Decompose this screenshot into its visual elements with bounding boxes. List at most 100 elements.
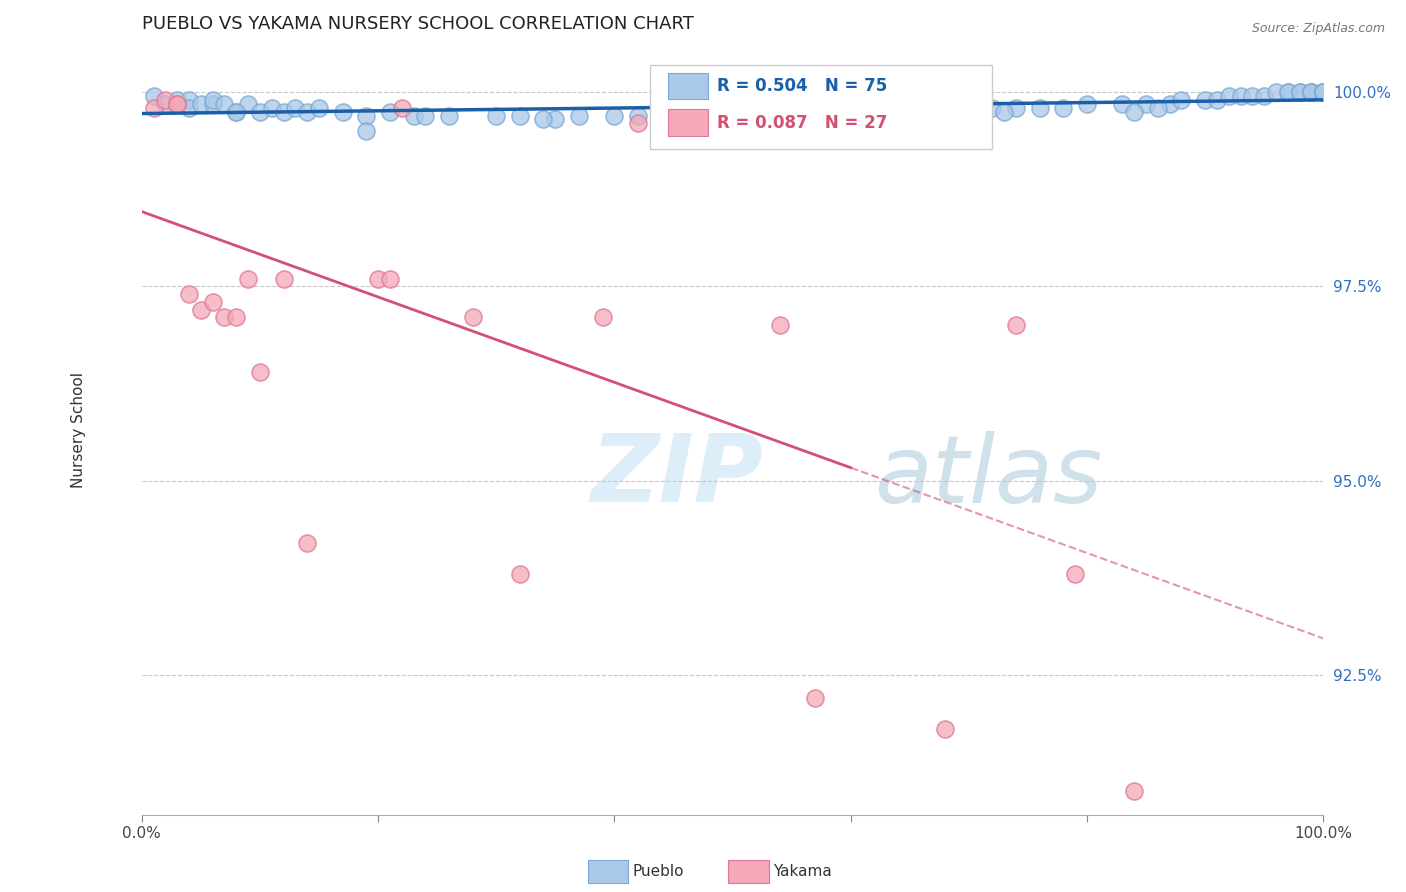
Point — [1147, 101, 1170, 115]
Point — [509, 109, 531, 123]
Point — [1052, 101, 1074, 115]
Point — [308, 101, 330, 115]
Point — [1301, 85, 1323, 99]
Point — [1277, 85, 1299, 99]
Point — [1218, 89, 1240, 103]
Point — [332, 104, 354, 119]
Text: Yakama: Yakama — [773, 864, 832, 879]
Point — [1111, 96, 1133, 111]
Point — [378, 271, 401, 285]
Point — [509, 566, 531, 581]
Text: Source: ZipAtlas.com: Source: ZipAtlas.com — [1251, 22, 1385, 36]
Point — [769, 109, 792, 123]
Point — [155, 96, 177, 111]
Point — [225, 310, 247, 325]
Point — [592, 310, 614, 325]
Point — [662, 109, 685, 123]
Point — [177, 287, 200, 301]
Text: R = 0.087   N = 27: R = 0.087 N = 27 — [717, 113, 887, 131]
Point — [284, 101, 307, 115]
Point — [177, 101, 200, 115]
Point — [934, 722, 956, 736]
Point — [260, 101, 283, 115]
Point — [295, 535, 318, 549]
Point — [166, 96, 188, 111]
Point — [1005, 318, 1028, 333]
Point — [249, 365, 271, 379]
Point — [155, 93, 177, 107]
Point — [177, 93, 200, 107]
Point — [1229, 89, 1251, 103]
Point — [780, 104, 803, 119]
Point — [295, 104, 318, 119]
Point — [721, 104, 744, 119]
FancyBboxPatch shape — [668, 110, 707, 136]
Point — [1159, 96, 1181, 111]
Point — [415, 109, 437, 123]
FancyBboxPatch shape — [650, 65, 993, 150]
Point — [1064, 566, 1087, 581]
Point — [533, 112, 555, 127]
Text: atlas: atlas — [875, 431, 1102, 522]
FancyBboxPatch shape — [668, 72, 707, 99]
Point — [485, 109, 508, 123]
Point — [769, 318, 792, 333]
Point — [993, 104, 1015, 119]
Point — [402, 109, 425, 123]
Point — [1123, 784, 1146, 798]
Point — [1301, 85, 1323, 99]
Point — [367, 271, 389, 285]
Point — [142, 101, 165, 115]
Point — [437, 109, 460, 123]
Point — [273, 271, 295, 285]
Point — [875, 104, 897, 119]
Point — [1312, 85, 1334, 99]
Point — [839, 104, 862, 119]
Point — [922, 104, 945, 119]
Point — [603, 109, 626, 123]
Point — [1288, 85, 1310, 99]
Text: Pueblo: Pueblo — [633, 864, 685, 879]
Point — [356, 124, 378, 138]
Point — [190, 96, 212, 111]
Point — [1123, 104, 1146, 119]
Point — [1265, 85, 1288, 99]
Point — [544, 112, 567, 127]
Point — [887, 116, 910, 130]
Point — [1194, 93, 1216, 107]
Point — [627, 109, 650, 123]
Y-axis label: Nursery School: Nursery School — [72, 372, 86, 488]
Point — [201, 96, 224, 111]
Point — [214, 96, 236, 111]
Point — [273, 104, 295, 119]
Text: PUEBLO VS YAKAMA NURSERY SCHOOL CORRELATION CHART: PUEBLO VS YAKAMA NURSERY SCHOOL CORRELAT… — [142, 15, 693, 33]
Point — [1288, 85, 1310, 99]
Point — [804, 691, 827, 706]
Point — [1312, 85, 1334, 99]
Point — [190, 302, 212, 317]
Point — [627, 116, 650, 130]
Point — [1135, 96, 1157, 111]
Point — [166, 93, 188, 107]
Point — [1312, 85, 1334, 99]
Point — [225, 104, 247, 119]
Point — [166, 96, 188, 111]
Point — [957, 104, 980, 119]
Point — [1277, 85, 1299, 99]
Point — [201, 93, 224, 107]
Point — [142, 89, 165, 103]
Point — [1312, 85, 1334, 99]
Point — [225, 104, 247, 119]
Point — [898, 104, 921, 119]
Point — [815, 104, 838, 119]
Point — [1241, 89, 1264, 103]
Text: R = 0.504   N = 75: R = 0.504 N = 75 — [717, 77, 887, 95]
Point — [356, 109, 378, 123]
Point — [1253, 89, 1275, 103]
Text: ZIP: ZIP — [591, 430, 763, 522]
Point — [201, 295, 224, 310]
Point — [568, 109, 591, 123]
Point — [214, 310, 236, 325]
Point — [1076, 96, 1098, 111]
Point — [1301, 85, 1323, 99]
